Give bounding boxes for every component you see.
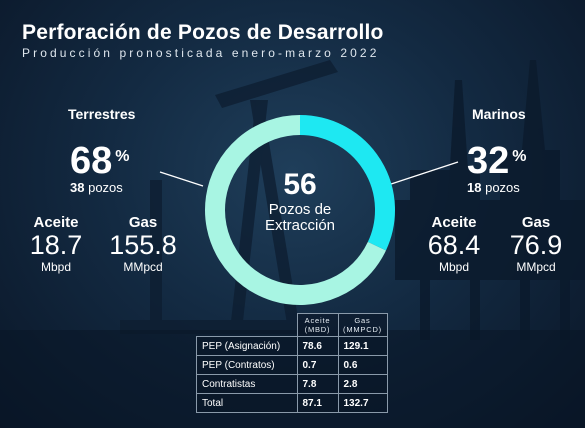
donut-slice-marinos — [299, 115, 395, 251]
terrestres-pozos-count: 38 — [70, 180, 85, 195]
marinos-pozos-count: 18 — [467, 180, 482, 195]
marinos-aceite-label: Aceite — [431, 214, 477, 231]
table-header-row: Aceite (MBD) Gas (MMPCD) — [197, 313, 388, 337]
production-table: Aceite (MBD) Gas (MMPCD) PEP (Asignación) … — [196, 313, 388, 413]
row-label: PEP (Contratos) — [196, 355, 298, 375]
row-label: Total — [196, 393, 298, 413]
table-row: Contratistas 7.8 2.8 — [196, 374, 388, 394]
table-row: Total 87.1 132.7 — [196, 393, 388, 413]
terrestres-pozos: 38 pozos — [70, 180, 123, 195]
terrestres-percent-value: 68 — [70, 140, 113, 182]
marinos-aceite-unit: Mbpd — [438, 260, 470, 274]
table-header-aceite-line2: (MBD) — [304, 325, 331, 334]
terrestres-gas-unit: MMpcd — [123, 260, 163, 274]
connector-marinos — [384, 161, 459, 187]
marinos-pozos: 18 pozos — [467, 180, 520, 195]
marinos-gas-value: 76.9 — [509, 230, 563, 260]
row-aceite: 0.7 — [296, 355, 339, 375]
terrestres-percent: 68% — [70, 142, 130, 180]
row-label: PEP (Asignación) — [196, 336, 298, 356]
terrestres-aceite-label: Aceite — [33, 214, 79, 231]
marinos-pozos-word: pozos — [485, 180, 520, 195]
table-header-aceite-line1: Aceite — [304, 316, 331, 325]
row-aceite: 78.6 — [296, 336, 339, 356]
row-gas: 129.1 — [337, 336, 388, 356]
marinos-gas-label: Gas — [521, 214, 551, 231]
terrestres-aceite-value: 18.7 — [29, 230, 83, 260]
table-header-blank — [197, 314, 298, 337]
marinos-percent-sign: % — [512, 148, 527, 165]
terrestres-aceite-unit: Mbpd — [40, 260, 72, 274]
terrestres-gas-label: Gas — [128, 214, 158, 231]
terrestres-label: Terrestres — [68, 106, 136, 122]
page-subtitle: Producción pronosticada enero-marzo 2022 — [22, 46, 380, 60]
terrestres-percent-sign: % — [115, 148, 130, 165]
donut-chart — [205, 115, 395, 305]
row-gas: 0.6 — [337, 355, 388, 375]
total-pozos-value: 56 — [283, 168, 317, 201]
row-label: Contratistas — [196, 374, 298, 394]
page-title: Perforación de Pozos de Desarrollo — [22, 21, 384, 44]
terrestres-gas-value: 155.8 — [109, 230, 177, 260]
offshore-platform-icon — [395, 60, 585, 340]
marinos-percent-value: 32 — [467, 140, 510, 182]
marinos-aceite-value: 68.4 — [427, 230, 481, 260]
table-row: PEP (Contratos) 0.7 0.6 — [196, 355, 388, 375]
table-header-gas-line1: Gas — [354, 316, 371, 325]
total-pozos-label: Pozos de Extracción — [264, 201, 336, 234]
table-row: PEP (Asignación) 78.6 129.1 — [196, 336, 388, 356]
connector-terrestres — [159, 171, 204, 187]
row-aceite: 87.1 — [296, 393, 339, 413]
table-header-gas: Gas (MMPCD) — [337, 313, 388, 337]
marinos-gas-unit: MMpcd — [516, 260, 556, 274]
table-header-aceite: Aceite (MBD) — [296, 313, 339, 337]
marinos-label: Marinos — [472, 106, 526, 122]
row-gas: 132.7 — [337, 393, 388, 413]
donut-slice-terrestres — [205, 115, 386, 305]
marinos-percent: 32% — [467, 142, 527, 180]
terrestres-pozos-word: pozos — [88, 180, 123, 195]
row-aceite: 7.8 — [296, 374, 339, 394]
table-header-gas-line2: (MMPCD) — [343, 325, 382, 334]
row-gas: 2.8 — [337, 374, 388, 394]
